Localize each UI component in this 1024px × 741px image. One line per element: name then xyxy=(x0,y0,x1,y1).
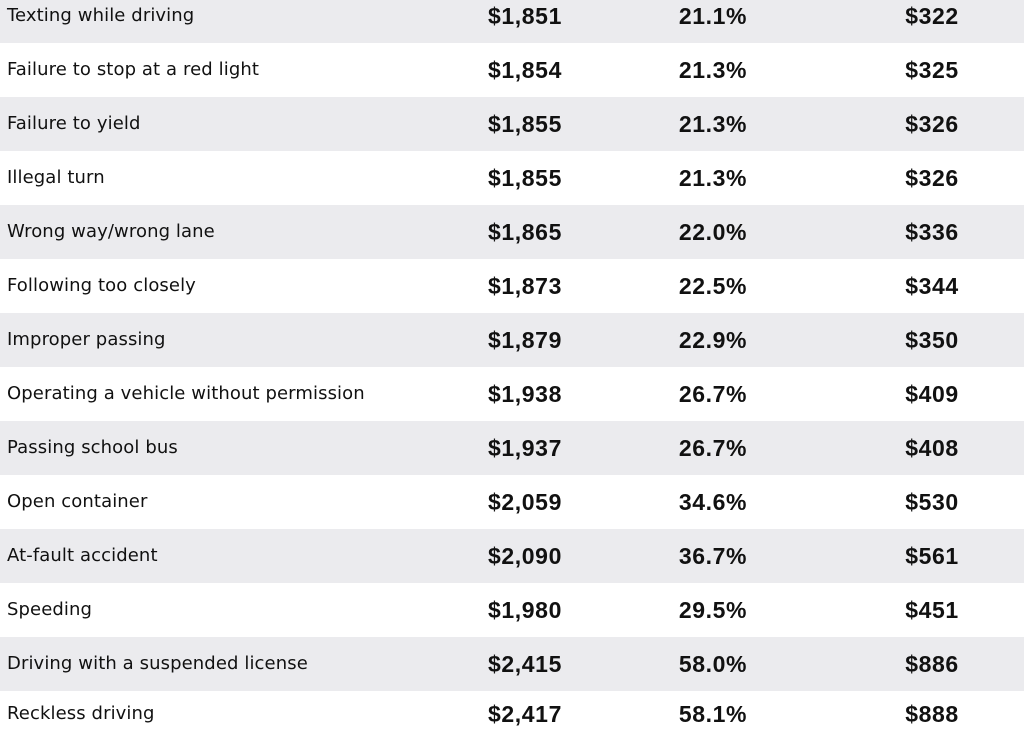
violation-name: Open container xyxy=(7,491,148,512)
dollar-increase: $350 xyxy=(905,327,959,353)
dollar-increase: $888 xyxy=(905,701,959,727)
table-row: Open container $2,059 34.6% $530 xyxy=(0,475,1024,529)
violation-name: Failure to stop at a red light xyxy=(7,59,260,80)
table-row: Operating a vehicle without permission $… xyxy=(0,367,1024,421)
percent-increase: 58.1% xyxy=(678,701,748,727)
table-row: Following too closely $1,873 22.5% $344 xyxy=(0,259,1024,313)
violation-name: Failure to yield xyxy=(7,113,141,134)
average-premium: $1,873 xyxy=(488,273,562,299)
percent-increase: 21.3% xyxy=(678,57,748,83)
percent-increase: 21.3% xyxy=(678,165,748,191)
dollar-increase: $326 xyxy=(905,165,959,191)
average-premium: $1,879 xyxy=(488,327,562,353)
table-row: Passing school bus $1,937 26.7% $408 xyxy=(0,421,1024,475)
average-premium: $1,854 xyxy=(488,57,562,83)
table-row: At-fault accident $2,090 36.7% $561 xyxy=(0,529,1024,583)
violation-name: Operating a vehicle without permission xyxy=(7,383,365,404)
violation-name: Wrong way/wrong lane xyxy=(7,221,215,242)
table-row: Illegal turn $1,855 21.3% $326 xyxy=(0,151,1024,205)
table-row: Speeding $1,980 29.5% $451 xyxy=(0,583,1024,637)
violation-name: Illegal turn xyxy=(7,167,105,188)
table-row: Driving with a suspended license $2,415 … xyxy=(0,637,1024,691)
percent-increase: 22.0% xyxy=(678,219,748,245)
violation-name: Passing school bus xyxy=(7,437,178,458)
dollar-increase: $336 xyxy=(905,219,959,245)
percent-increase: 36.7% xyxy=(678,543,748,569)
average-premium: $2,417 xyxy=(488,701,562,727)
average-premium: $2,059 xyxy=(488,489,562,515)
table-row: Failure to stop at a red light $1,854 21… xyxy=(0,43,1024,97)
table-row: Texting while driving $1,851 21.1% $322 xyxy=(0,0,1024,43)
dollar-increase: $451 xyxy=(905,597,959,623)
average-premium: $1,855 xyxy=(488,111,562,137)
violation-name: Reckless driving xyxy=(7,703,155,724)
dollar-increase: $886 xyxy=(905,651,959,677)
percent-increase: 29.5% xyxy=(678,597,748,623)
average-premium: $1,938 xyxy=(488,381,562,407)
violation-name: Speeding xyxy=(7,599,93,620)
percent-increase: 21.1% xyxy=(678,3,748,29)
violation-name: Driving with a suspended license xyxy=(7,653,308,674)
percent-increase: 22.9% xyxy=(678,327,748,353)
percent-increase: 22.5% xyxy=(678,273,748,299)
percent-increase: 21.3% xyxy=(678,111,748,137)
violation-name: Improper passing xyxy=(7,329,166,350)
average-premium: $1,937 xyxy=(488,435,562,461)
percent-increase: 26.7% xyxy=(678,381,748,407)
dollar-increase: $530 xyxy=(905,489,959,515)
dollar-increase: $561 xyxy=(905,543,959,569)
violation-name: Following too closely xyxy=(7,275,196,296)
table-row: Wrong way/wrong lane $1,865 22.0% $336 xyxy=(0,205,1024,259)
average-premium: $1,851 xyxy=(488,3,562,29)
percent-increase: 34.6% xyxy=(678,489,748,515)
average-premium: $1,855 xyxy=(488,165,562,191)
table-row: Reckless driving $2,417 58.1% $888 xyxy=(0,687,1024,741)
dollar-increase: $325 xyxy=(905,57,959,83)
percent-increase: 26.7% xyxy=(678,435,748,461)
average-premium: $2,415 xyxy=(488,651,562,677)
violation-name: Texting while driving xyxy=(7,5,195,26)
violation-name: At-fault accident xyxy=(7,545,158,566)
dollar-increase: $322 xyxy=(905,3,959,29)
dollar-increase: $408 xyxy=(905,435,959,461)
percent-increase: 58.0% xyxy=(678,651,748,677)
average-premium: $1,980 xyxy=(488,597,562,623)
dollar-increase: $326 xyxy=(905,111,959,137)
table-row: Improper passing $1,879 22.9% $350 xyxy=(0,313,1024,367)
table-row: Failure to yield $1,855 21.3% $326 xyxy=(0,97,1024,151)
average-premium: $1,865 xyxy=(488,219,562,245)
average-premium: $2,090 xyxy=(488,543,562,569)
dollar-increase: $344 xyxy=(905,273,959,299)
dollar-increase: $409 xyxy=(905,381,959,407)
